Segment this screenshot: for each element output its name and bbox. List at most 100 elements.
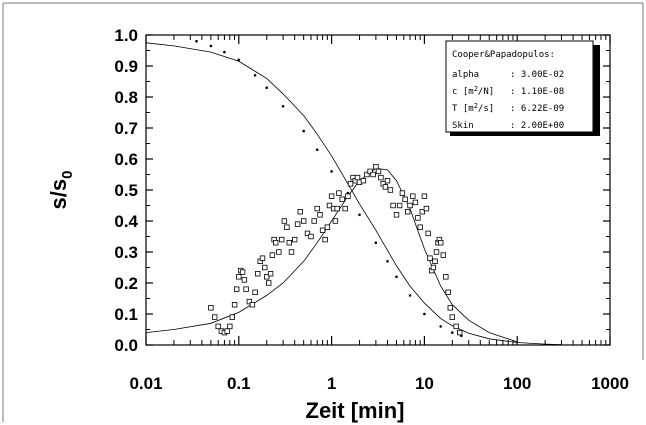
drawdown-point [281,105,285,108]
legend-param-unit-sup: 2 [474,102,478,110]
y-tick-label: 0.8 [114,88,138,107]
y-tick-label: 0.3 [114,243,138,262]
x-tick-label: 1000 [591,374,629,393]
drawdown-point [439,325,443,328]
legend-param-value: : 1.10E-08 [510,87,564,97]
x-tick-label: 0.1 [227,374,251,393]
derivative-point [276,249,282,255]
x-tick-label: 1 [327,374,336,393]
drawdown-point [237,58,241,62]
legend-rows: alpha: 3.00E-02c [m2/N]: 1.10E-08T [m2/s… [452,70,564,131]
y-axis-title: s/s0 [46,171,76,210]
legend-param-unit: [m [463,87,474,97]
legend-row: T [m2/s] [452,102,494,114]
derivative-point [364,171,370,178]
derivative-point [224,328,230,334]
derivative-point [252,289,258,295]
drawdown-point [374,241,378,244]
legend-param-value: : 6.22E-09 [510,104,564,114]
drawdown-point [358,213,361,217]
derivative-point [427,255,433,261]
drawdown-point [315,148,319,151]
derivative-point [294,221,301,227]
derivative-point [378,174,384,181]
derivative-point [375,168,382,175]
model-curve-line [145,42,562,346]
derivative-point [334,205,340,212]
legend-param-unit: /s] [478,104,494,114]
y-tick-label: 0.7 [114,119,138,138]
derivative-point [278,236,285,243]
derivative-point [269,252,276,258]
x-tick-label: 100 [503,374,531,393]
derivative-point [396,202,403,209]
legend-param-unit-sup: 2 [474,85,478,93]
drawdown-point [423,312,426,316]
derivative-point [402,196,408,202]
derivative-point [314,205,320,212]
derivative-point [332,218,339,224]
legend-param-name: Skin [452,121,474,131]
derivative-point [453,323,459,330]
drawdown-point [209,44,213,48]
derivative-point [456,329,463,336]
derivative-point [249,301,256,308]
y-axis-title-main: s/s [46,179,71,210]
derivative-point [319,227,326,233]
derivative-point [407,202,413,209]
drawdown-point [302,129,306,133]
derivative-point [417,224,423,230]
legend-param-name: alpha [452,70,479,80]
derivative-point [387,187,394,193]
legend-param-unit: [m [463,104,474,114]
y-tick-label: 0.4 [114,212,138,231]
derivative-point [297,208,303,215]
derivative-point [370,171,376,178]
y-tick-label: 0.6 [114,150,138,169]
y-tick-label: 0.1 [114,305,138,324]
x-tick-labels: 0.01 0.1 1 10 100 1000 [129,374,628,393]
derivative-point [432,258,438,264]
derivative-point [254,270,261,277]
derivative-point [345,193,351,199]
derivative-point [308,233,314,240]
y-tick-label: 0.2 [114,274,138,293]
drawdown-point [265,86,269,89]
drawdown-point [395,275,398,279]
y-tick-label: 0.5 [114,181,138,200]
y-tick-labels: 0.0 0.1 0.2 0.3 0.4 0.5 0.6 0.7 0.8 0.9 1.0 [114,26,138,355]
derivative-point [300,218,307,224]
derivative-point [286,239,292,246]
derivative-point [347,181,354,187]
legend-param-value: : 3.00E-02 [510,70,564,80]
derivative-point [229,314,235,320]
derivative-point [227,323,233,330]
derivative-point [393,212,400,218]
legend: Cooper&Papadopulos: alpha: 3.00E-02c [m2… [445,40,600,136]
legend-title: Cooper&Papadopulos: [452,50,555,60]
derivative-point [354,174,361,181]
derivative-point [421,193,428,199]
derivative-point [215,323,221,330]
derivative-point [211,314,218,320]
axis-ticks [145,34,611,346]
derivative-point [326,202,333,209]
derivative-point [261,264,268,271]
derivative-point [259,255,266,261]
derivative-point [447,305,453,311]
legend-row: c [m2/N] [452,85,494,97]
derivative-point [410,193,416,199]
legend-param-name: T [452,104,463,114]
derivative-point [433,249,440,255]
legend-param-name: c [452,87,463,97]
derivative-point [267,270,274,277]
derivative-point [304,230,311,237]
derivative-point [339,196,345,202]
derivative-point [243,286,249,292]
legend-row: Skin [452,121,474,131]
drawdown-point [223,50,226,54]
derivative-point [423,205,430,212]
derivative-point [419,208,425,215]
